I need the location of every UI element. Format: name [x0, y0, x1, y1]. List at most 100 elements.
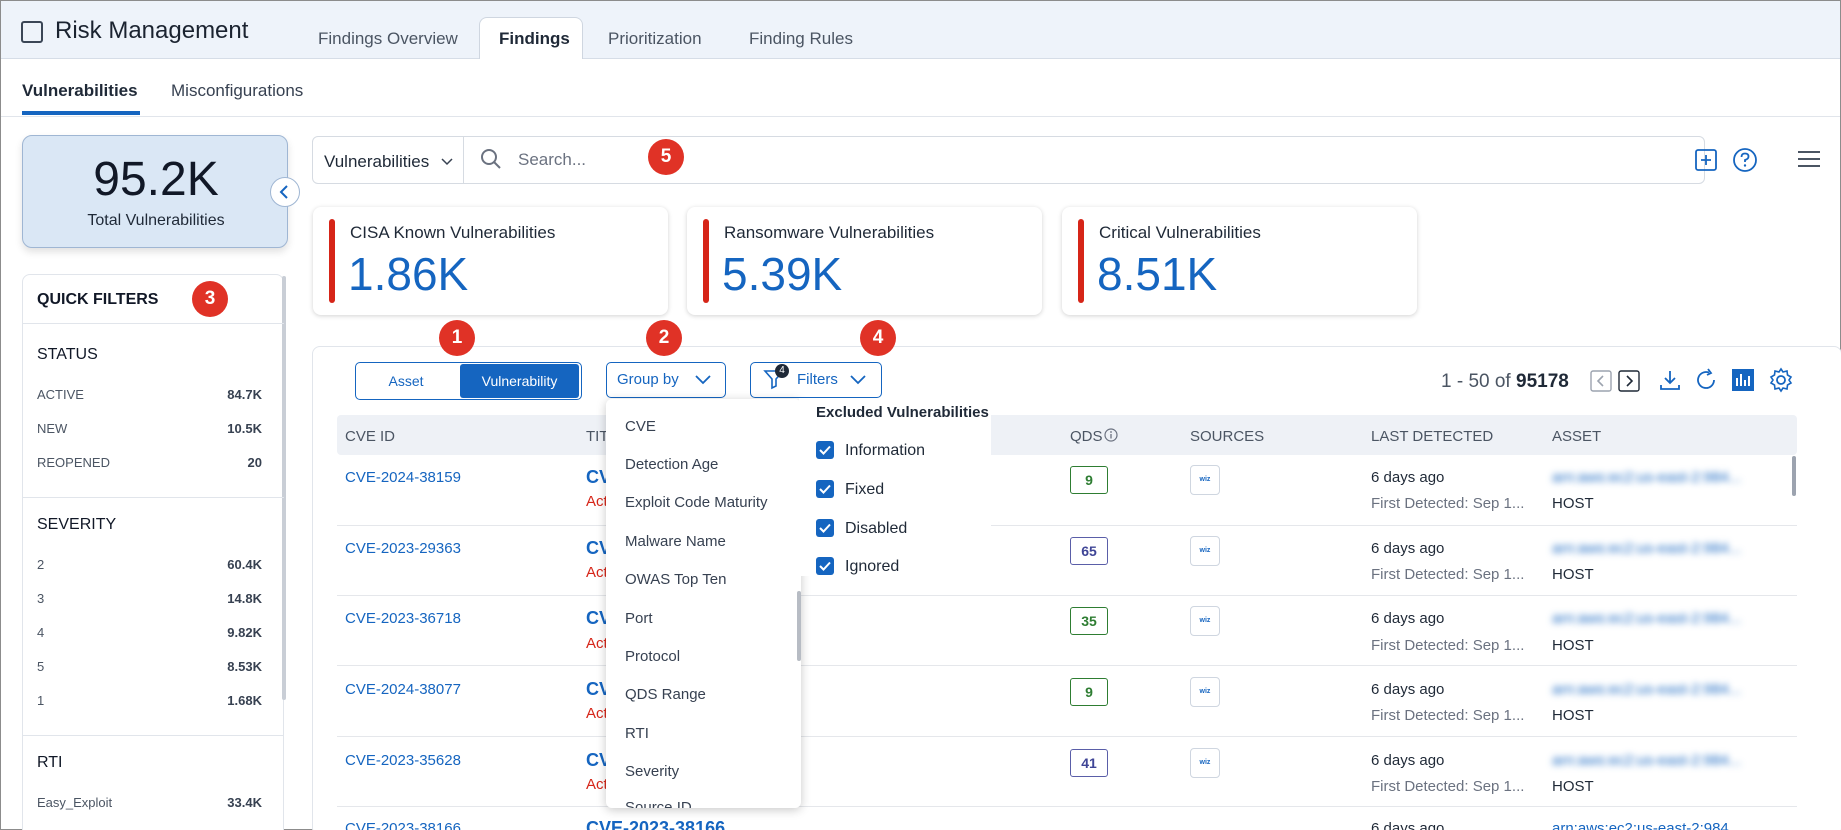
divider — [463, 137, 464, 183]
metric-accent-bar — [703, 219, 709, 303]
first-detected: First Detected: Sep 1... — [1371, 566, 1525, 583]
finding-title[interactable]: CVE-2023-38166 — [586, 818, 726, 830]
tab-prioritization[interactable]: Prioritization — [608, 29, 702, 48]
collapse-panel-button[interactable] — [270, 177, 300, 207]
row-divider — [337, 525, 1797, 526]
search-scope-select[interactable]: Vulnerabilities — [324, 152, 429, 172]
filters-dropdown-title: Excluded Vulnerabilities — [816, 404, 989, 421]
finding-title[interactable]: CV — [586, 538, 612, 558]
app-title: Risk Management — [55, 17, 249, 44]
group-by-option-protocol[interactable]: Protocol — [625, 648, 681, 665]
filter-severity-3[interactable]: 3 — [37, 591, 45, 606]
metric-card-cisa[interactable]: CISA Known Vulnerabilities 1.86K — [313, 207, 668, 315]
cve-link[interactable]: CVE-2023-29363 — [345, 540, 461, 557]
first-detected: First Detected: Sep 1... — [1371, 637, 1525, 654]
filter-status-active[interactable]: ACTIVE — [37, 387, 84, 402]
group-by-option-detection-age[interactable]: Detection Age — [625, 456, 719, 473]
cve-link[interactable]: CVE-2024-38159 — [345, 469, 461, 486]
checkbox-disabled[interactable] — [816, 519, 834, 537]
checkbox-information[interactable] — [816, 441, 834, 459]
column-header-cve-id[interactable]: CVE ID — [345, 428, 396, 445]
group-by-option-source-id[interactable]: Source ID — [625, 799, 692, 808]
qds-badge: 9 — [1070, 678, 1108, 706]
asset-link[interactable]: arn:aws:ec2:us-east-2:984 — [1552, 820, 1729, 830]
column-header-asset[interactable]: ASSET — [1552, 428, 1602, 445]
asset-link[interactable]: arn:aws:ec2:us-east-2:984... — [1552, 681, 1742, 698]
subtab-misconfigurations[interactable]: Misconfigurations — [171, 81, 304, 100]
asset-link[interactable]: arn:aws:ec2:us-east-2:984... — [1552, 752, 1742, 769]
filter-status-new[interactable]: NEW — [37, 421, 68, 436]
filters-button[interactable] — [750, 362, 882, 398]
group-by-dropdown — [606, 399, 801, 808]
column-header-last-detected[interactable]: LAST DETECTED — [1371, 428, 1494, 445]
metric-card-critical[interactable]: Critical Vulnerabilities 8.51K — [1062, 207, 1417, 315]
group-by-option-severity[interactable]: Severity — [625, 763, 680, 780]
quick-filters-title: QUICK FILTERS — [37, 291, 159, 308]
metric-value: 8.51K — [1097, 248, 1218, 300]
search-input[interactable]: Search... — [518, 150, 587, 169]
finding-status: Act — [586, 564, 608, 581]
asset-link[interactable]: arn:aws:ec2:us-east-2:984... — [1552, 610, 1742, 627]
cve-link[interactable]: CVE-2023-38166 — [345, 820, 461, 830]
finding-title[interactable]: CV — [586, 679, 612, 699]
group-by-button[interactable] — [606, 362, 726, 398]
refresh-icon — [1697, 368, 1715, 389]
finding-title[interactable]: CV — [586, 608, 612, 628]
filter-status-reopened[interactable]: REOPENED — [37, 455, 110, 470]
tab-findings-overview[interactable]: Findings Overview — [318, 29, 458, 48]
prev-page-icon — [1590, 370, 1612, 392]
group-by-option-qds-range[interactable]: QDS Range — [625, 686, 706, 703]
filter-count: 60.4K — [227, 557, 262, 572]
column-header-qds[interactable]: QDS — [1070, 428, 1103, 445]
qds-badge: 35 — [1070, 607, 1108, 635]
tab-finding-rules[interactable]: Finding Rules — [749, 29, 853, 48]
filter-severity-5[interactable]: 5 — [37, 659, 45, 674]
filter-severity-2[interactable]: 2 — [37, 557, 45, 572]
table-scrollbar[interactable] — [1792, 456, 1796, 496]
group-by-option-exploit-code-maturity[interactable]: Exploit Code Maturity — [625, 494, 768, 511]
top-bar — [1, 1, 1840, 59]
filter-severity-1[interactable]: 1 — [37, 693, 45, 708]
add-query-icon — [1695, 149, 1717, 171]
last-detected: 6 days ago — [1371, 820, 1445, 830]
group-by-option-malware-name[interactable]: Malware Name — [625, 533, 726, 550]
total-value: 95.2K — [93, 153, 219, 206]
checkmark-icon — [819, 445, 831, 455]
last-detected: 6 days ago — [1371, 752, 1445, 769]
group-by-option-cve[interactable]: CVE — [625, 418, 656, 435]
asset-type: HOST — [1552, 495, 1594, 512]
checkmark-icon — [819, 484, 831, 494]
subtab-vulnerabilities[interactable]: Vulnerabilities — [22, 81, 138, 100]
filter-severity-4[interactable]: 4 — [37, 625, 45, 640]
finding-title[interactable]: CV — [586, 750, 612, 770]
group-by-scrollbar[interactable] — [797, 591, 801, 661]
toggle-asset-button[interactable]: Asset — [388, 373, 424, 389]
filter-rti-easy-exploit[interactable]: Easy_Exploit — [37, 795, 113, 810]
row-divider — [337, 736, 1797, 737]
quick-filters-scrollbar[interactable] — [282, 276, 286, 700]
asset-link[interactable]: arn:aws:ec2:us-east-2:984... — [1552, 540, 1742, 557]
group-by-option-owas-top-ten[interactable]: OWAS Top Ten — [625, 571, 727, 588]
asset-link[interactable]: arn:aws:ec2:us-east-2:984... — [1552, 469, 1742, 486]
tab-findings[interactable]: Findings — [499, 29, 570, 48]
metric-card-ransomware[interactable]: Ransomware Vulnerabilities 5.39K — [687, 207, 1042, 315]
chevron-down-icon — [441, 158, 453, 166]
checkbox-label: Ignored — [845, 558, 900, 575]
group-by-option-port[interactable]: Port — [625, 610, 653, 627]
cve-link[interactable]: CVE-2024-38077 — [345, 681, 461, 698]
status-heading: STATUS — [37, 346, 98, 363]
toggle-vulnerability-button[interactable]: Vulnerability — [460, 364, 579, 398]
checkbox-ignored[interactable] — [816, 557, 834, 575]
qds-badge: 65 — [1070, 537, 1108, 565]
cve-link[interactable]: CVE-2023-35628 — [345, 752, 461, 769]
finding-title[interactable]: CV — [586, 467, 612, 487]
column-header-sources[interactable]: SOURCES — [1190, 428, 1265, 445]
divider — [22, 735, 284, 736]
chevron-down-icon — [850, 375, 866, 385]
checkbox-fixed[interactable] — [816, 480, 834, 498]
group-by-option-rti[interactable]: RTI — [625, 725, 649, 742]
cve-link[interactable]: CVE-2023-36718 — [345, 610, 461, 627]
last-detected: 6 days ago — [1371, 610, 1445, 627]
next-page-icon — [1618, 370, 1640, 392]
total-vulnerabilities-card[interactable]: 95.2K Total Vulnerabilities — [22, 135, 288, 248]
